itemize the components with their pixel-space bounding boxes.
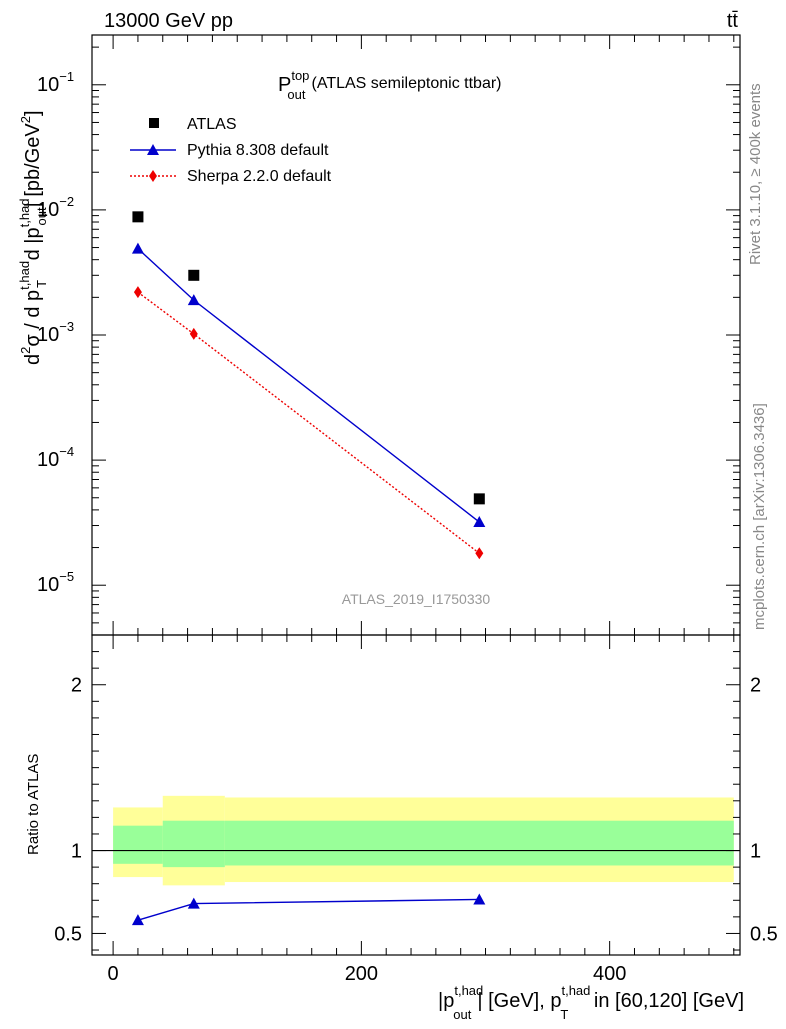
main-title: Ptop out (ATLAS semileptonic ttbar) [278, 68, 502, 102]
ratio-point-pythia [187, 897, 200, 909]
main-panel: 10−510−410−310−210−1 [37, 34, 741, 636]
rivet-label: Rivet 3.1.10, ≥ 400k events [747, 83, 764, 265]
ratio-y-tick-label-right: 1 [750, 841, 761, 863]
main-y-tick-label: 10−1 [37, 69, 74, 96]
data-point-sherpa [475, 547, 484, 560]
series-line-sherpa [137, 291, 480, 554]
ylabel-sup2: t,had [17, 261, 32, 290]
main-y-tick-label: 10−2 [37, 194, 74, 221]
legend-label-sherpa: Sherpa 2.2.0 default [187, 168, 332, 185]
ratio-y-axis-label: Ratio to ATLAS [25, 754, 42, 855]
xlabel-part1: |p [438, 990, 454, 1012]
mcplots-label: mcplots.cern.ch [arXiv:1306.3436] [751, 403, 768, 630]
data-point-atlas [188, 269, 200, 281]
x-axis-label: |pt,had out| [GeV], pt,had T in [60,120] [… [438, 983, 744, 1022]
ratio-x-tick-label: 400 [593, 963, 626, 985]
ylabel-sup4: 2 [18, 116, 33, 123]
ylabel-part2: σ / d p [22, 290, 44, 347]
main-y-tick-exponent: −3 [59, 319, 74, 334]
ylabel-sup1: 2 [18, 347, 33, 354]
legend-marker-atlas [149, 118, 159, 128]
data-point-atlas [473, 493, 485, 505]
ratio-y-tick-label-left: 1 [71, 841, 82, 863]
legend-marker-pythia [147, 144, 159, 155]
main-y-tick-mantissa: 10 [37, 74, 59, 96]
xlabel-part2: | [GeV], p [477, 990, 561, 1012]
legend-label-pythia: Pythia 8.308 default [187, 142, 329, 159]
main-y-tick-mantissa: 10 [37, 449, 59, 471]
title-sup: top [291, 68, 309, 83]
main-y-tick-mantissa: 10 [37, 199, 59, 221]
data-point-sherpa [189, 327, 198, 340]
legend-label-atlas: ATLAS [187, 116, 237, 133]
band-inner-0 [113, 825, 163, 864]
xlabel-sub1: out [453, 1007, 471, 1022]
ratio-panel: 0 200 400 0.5 0.5 1 1 2 2 [54, 634, 778, 985]
ylabel-part1: d [22, 354, 44, 365]
ylabel-sub3: out [34, 207, 49, 225]
data-point-pythia [187, 294, 200, 306]
main-y-tick-label: 10−5 [37, 569, 74, 596]
main-y-tick-exponent: −1 [59, 69, 74, 84]
ratio-y-tick-label-left: 2 [71, 675, 82, 697]
ratio-x-tick-label: 200 [345, 963, 378, 985]
ylabel-part3: d |p [22, 227, 44, 266]
data-point-pythia [473, 516, 486, 528]
main-y-tick-mantissa: 10 [37, 574, 59, 596]
title-main: P [278, 74, 291, 96]
ratio-y-tick-label-right: 0.5 [750, 923, 778, 945]
data-point-pythia [131, 242, 144, 254]
ylabel-sup3: t,had [17, 198, 32, 227]
main-y-tick-exponent: −5 [59, 569, 74, 584]
xlabel-sup2: t,had [561, 983, 590, 998]
main-y-tick-label: 10−3 [37, 319, 74, 346]
analysis-label: ATLAS_2019_I1750330 [342, 591, 491, 607]
ylabel-part5: ] [22, 110, 44, 116]
ratio-frame [91, 634, 741, 956]
ylabel-sub2: T [34, 280, 49, 288]
ratio-point-pythia [473, 893, 486, 905]
main-y-tick-exponent: −4 [59, 444, 74, 459]
band-inner-1 [162, 820, 225, 868]
energy-label: 13000 GeV pp [104, 10, 233, 32]
main-y-tick-label: 10−4 [37, 444, 74, 471]
main-y-tick-exponent: −2 [59, 194, 74, 209]
data-point-atlas [132, 211, 144, 223]
legend-marker-sherpa [149, 170, 157, 182]
title-suffix: (ATLAS semileptonic ttbar) [312, 75, 502, 92]
title-sub: out [287, 87, 305, 102]
ratio-y-tick-label-right: 2 [750, 675, 761, 697]
xlabel-part3: in [60,120] [GeV] [588, 990, 744, 1012]
ratio-line-pythia [137, 898, 480, 921]
ylabel-part4: | [pb/GeV [22, 123, 44, 208]
data-point-sherpa [133, 286, 142, 299]
ratio-y-tick-label-left: 0.5 [54, 923, 82, 945]
ratio-point-pythia [131, 914, 144, 926]
process-label: tt̄ [727, 10, 739, 32]
xlabel-sub2: T [560, 1007, 568, 1022]
band-inner-2 [224, 820, 734, 866]
ratio-x-tick-label: 0 [108, 963, 119, 985]
series-line-pythia [137, 248, 480, 523]
xlabel-sup1: t,had [454, 983, 483, 998]
main-y-tick-mantissa: 10 [37, 324, 59, 346]
legend: ATLAS Pythia 8.308 default Sherpa 2.2.0 … [130, 116, 332, 185]
main-y-axis-label: d2σ / d pt,had T d |pt,had out| [pb/GeV2] [17, 110, 49, 365]
